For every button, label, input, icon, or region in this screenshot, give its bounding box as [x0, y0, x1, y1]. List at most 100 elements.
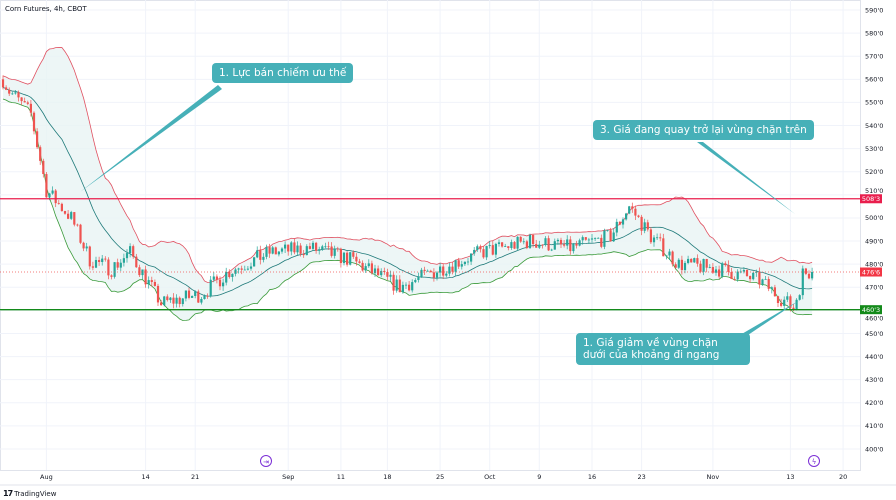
candle-body	[200, 299, 203, 303]
candle-body	[783, 299, 786, 306]
candle-body	[17, 92, 20, 98]
candle-body	[711, 267, 714, 273]
candle	[404, 282, 408, 289]
candle	[578, 238, 581, 247]
candle	[311, 240, 315, 251]
candle-body	[76, 224, 79, 226]
time-tick-label: 14	[141, 473, 149, 481]
candle	[510, 239, 513, 250]
time-tick-label: 11	[337, 473, 345, 481]
candle-body	[714, 269, 718, 273]
candle-body	[507, 246, 510, 248]
candle	[265, 244, 268, 260]
candle	[730, 267, 733, 280]
candle-body	[414, 279, 417, 283]
candle	[144, 265, 147, 288]
candle	[538, 240, 541, 249]
candle	[367, 259, 370, 268]
candle-body	[485, 246, 488, 258]
candle-body	[563, 244, 566, 246]
candle	[107, 257, 110, 280]
candle	[212, 272, 215, 283]
candle-body	[609, 230, 612, 242]
candle-body	[476, 246, 479, 250]
candle	[699, 260, 702, 274]
candle	[507, 246, 510, 251]
annotation-callout[interactable]: 1. Giá giảm về vùng chặn dưới của khoảng…	[576, 333, 750, 365]
candle-body	[730, 271, 733, 279]
candle	[671, 250, 674, 267]
candle-body	[798, 295, 801, 300]
candle-body	[404, 284, 408, 286]
candle-body	[659, 237, 662, 239]
candle-body	[488, 245, 491, 247]
candle-body	[212, 276, 215, 280]
candle-body	[811, 272, 814, 279]
horizontal-lines[interactable]	[0, 198, 860, 311]
candle-body	[773, 287, 776, 297]
candle	[618, 220, 621, 226]
candle-body	[426, 270, 429, 272]
candle	[718, 265, 721, 279]
candle-body	[603, 230, 606, 247]
price-tick-label: 460'0	[865, 314, 883, 322]
candle-body	[129, 246, 132, 254]
candle-body	[525, 241, 528, 248]
annotation-callout[interactable]: 1. Lực bán chiếm ưu thế	[212, 63, 354, 83]
candle-body	[339, 248, 342, 264]
candle-body	[26, 102, 29, 104]
candle-body	[63, 211, 67, 214]
candle-body	[513, 242, 516, 249]
candle	[411, 279, 414, 293]
candle	[42, 158, 45, 178]
candle	[625, 212, 628, 221]
candle	[761, 278, 764, 286]
tradingview-logo[interactable]: 17 TradingView	[3, 489, 56, 498]
candle	[569, 236, 572, 255]
candle-body	[395, 279, 398, 291]
candle	[727, 260, 730, 276]
candle	[668, 248, 671, 260]
candle	[200, 296, 203, 305]
candle-body	[671, 251, 674, 265]
time-tick-label: 16	[588, 473, 596, 481]
candle-body	[36, 131, 39, 148]
candle-body	[60, 203, 63, 212]
candle	[57, 200, 60, 205]
candle-body	[5, 87, 8, 90]
candle-body	[94, 260, 98, 268]
candle-body	[262, 256, 265, 260]
candle	[243, 265, 246, 271]
candle	[522, 238, 525, 245]
candle-body	[315, 242, 318, 251]
price-tick-label: 440'0	[865, 353, 883, 361]
candle-body	[466, 261, 470, 263]
candle-body	[54, 190, 57, 204]
split-event-icon: ⇥	[260, 455, 272, 467]
candle-body	[181, 298, 184, 305]
candle-body	[321, 246, 324, 250]
candle	[600, 234, 603, 249]
candle-body	[792, 307, 795, 310]
candle-body	[290, 242, 293, 252]
candle-body	[578, 240, 581, 246]
candle	[85, 242, 88, 252]
candle	[473, 247, 476, 256]
annotation-callout[interactable]: 3. Giá đang quay trở lại vùng chặn trên	[593, 120, 814, 140]
candle-body	[705, 258, 708, 268]
candle-body	[153, 281, 156, 286]
price-axis[interactable]: 590'0 580'0 570'0 560'0 550'0 540'0 530'0 520'0…	[860, 6, 883, 453]
time-axis[interactable]: Aug 14 21 Sep 11 18 25 Oct 9 16 23 Nov 13 20 ⇥ ϟ	[40, 455, 847, 482]
bollinger-bands	[2, 47, 813, 321]
price-tick-label: 410'0	[865, 422, 883, 430]
candle	[494, 242, 497, 258]
candle-body	[544, 238, 547, 245]
candle	[714, 266, 718, 276]
candle	[442, 263, 445, 280]
candle-body	[767, 278, 770, 289]
event-glyph: ⇥	[263, 458, 269, 466]
candle-body	[597, 237, 600, 239]
candle	[408, 280, 411, 292]
candle	[187, 287, 191, 300]
